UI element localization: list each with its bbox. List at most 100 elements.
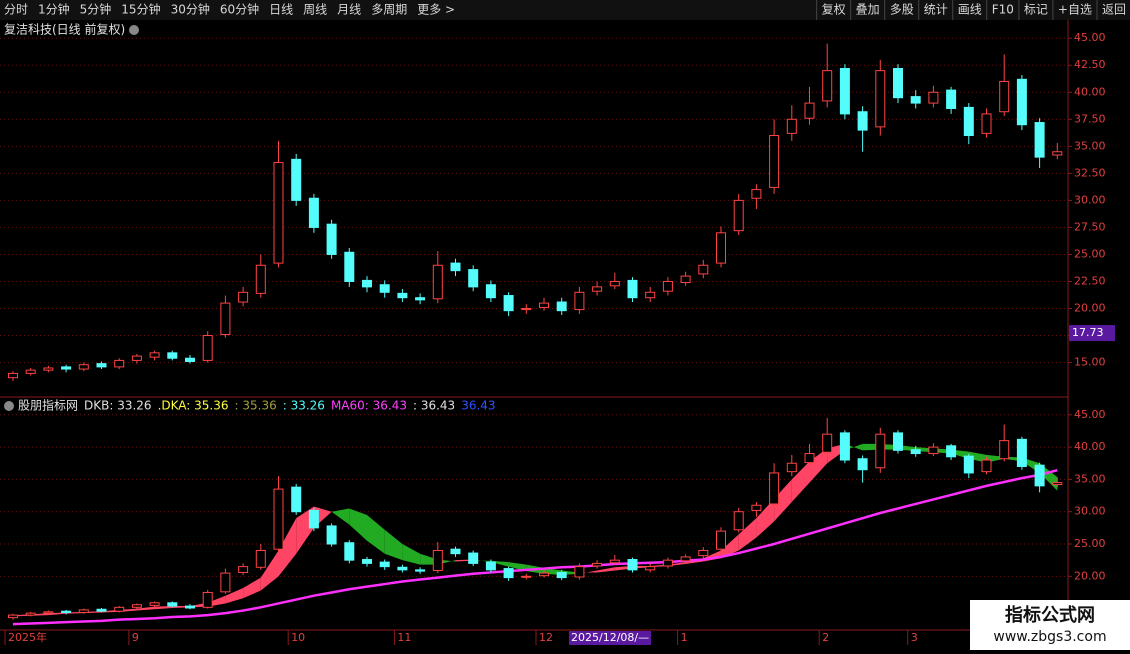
toolbar-button[interactable]: 叠加 bbox=[856, 3, 880, 17]
candle-body bbox=[539, 302, 549, 308]
indicator-band bbox=[508, 562, 527, 572]
candle-body bbox=[185, 357, 195, 362]
candle-body bbox=[1052, 482, 1063, 486]
chart-title: 复洁科技(日线 前复权) bbox=[4, 22, 125, 37]
toolbar-item[interactable]: 分时 bbox=[4, 3, 28, 17]
y-tick-label: 45.00 bbox=[1074, 31, 1106, 44]
toolbar-item[interactable]: 多周期 bbox=[371, 3, 407, 17]
y-tick-label: 40.00 bbox=[1074, 85, 1106, 98]
toolbar bbox=[0, 0, 1130, 20]
candle-body bbox=[875, 433, 886, 469]
cursor-date: 2025/12/08/— bbox=[571, 631, 649, 644]
candle-body bbox=[326, 223, 337, 255]
candle-body bbox=[645, 566, 656, 571]
candle-body bbox=[662, 559, 673, 567]
candle-body bbox=[202, 591, 213, 608]
price-marker-label: 17.73 bbox=[1072, 326, 1104, 339]
candle-body bbox=[1052, 151, 1063, 156]
toolbar-item[interactable]: 周线 bbox=[303, 3, 327, 17]
toolbar-item[interactable]: 月线 bbox=[337, 3, 361, 17]
candle-body bbox=[627, 279, 638, 299]
candle-body bbox=[8, 372, 18, 379]
candle-body bbox=[751, 504, 762, 511]
candle-body bbox=[238, 291, 249, 303]
candle-body bbox=[857, 111, 868, 131]
candle-body bbox=[238, 566, 249, 573]
toolbar-button[interactable]: +自选 bbox=[1058, 3, 1092, 17]
toolbar-item[interactable]: 5分钟 bbox=[80, 2, 112, 17]
indicator-band bbox=[349, 508, 367, 541]
toolbar-button[interactable]: 返回 bbox=[1102, 3, 1126, 17]
y-tick-label: 20.00 bbox=[1074, 569, 1106, 582]
y-tick-label: 30.00 bbox=[1074, 505, 1106, 518]
toolbar-button[interactable]: 复权 bbox=[822, 3, 846, 17]
candle-body bbox=[167, 352, 178, 359]
toolbar-button[interactable]: 标记 bbox=[1024, 3, 1048, 17]
candle-body bbox=[149, 602, 160, 606]
y-tick-label: 25.00 bbox=[1074, 247, 1106, 260]
candle-body bbox=[255, 264, 266, 294]
candle-body bbox=[645, 291, 656, 299]
toolbar-button[interactable]: 统计 bbox=[924, 3, 948, 17]
candle-body bbox=[627, 559, 638, 571]
indicator-band bbox=[136, 606, 155, 611]
indicator-legend: : 35.36 bbox=[235, 399, 277, 413]
x-tick-label: 2 bbox=[822, 631, 829, 644]
candle-body bbox=[432, 549, 443, 572]
candle-body bbox=[96, 363, 107, 368]
dropdown-icon[interactable] bbox=[4, 401, 14, 411]
indicator-band bbox=[260, 550, 279, 591]
candle-body bbox=[185, 605, 195, 609]
price-marker bbox=[1069, 325, 1115, 342]
indicator-legend: : 36.43 bbox=[413, 399, 455, 413]
toolbar-button[interactable]: 画线 bbox=[958, 3, 982, 17]
candle-body bbox=[769, 472, 780, 505]
y-tick-label: 27.50 bbox=[1074, 220, 1106, 233]
toolbar-item[interactable]: 日线 bbox=[269, 3, 293, 17]
candle-body bbox=[344, 251, 355, 282]
candle-body bbox=[25, 612, 36, 616]
indicator-band bbox=[756, 498, 775, 538]
candle-body bbox=[379, 561, 390, 568]
candle-body bbox=[344, 542, 355, 561]
candle-body bbox=[680, 275, 691, 284]
y-tick-label: 37.50 bbox=[1074, 112, 1106, 125]
dropdown-icon[interactable] bbox=[129, 25, 139, 35]
candle-body bbox=[291, 486, 302, 513]
candle-body bbox=[893, 67, 903, 99]
x-tick-label: 11 bbox=[397, 631, 411, 644]
indicator-band bbox=[402, 544, 421, 565]
indicator-band bbox=[384, 529, 403, 561]
x-tick-label: 10 bbox=[291, 631, 305, 644]
watermark-url: www.zbgs3.com bbox=[993, 629, 1106, 645]
indicator-band bbox=[367, 514, 385, 554]
candle-body bbox=[291, 158, 302, 201]
toolbar-button[interactable]: 多股 bbox=[890, 3, 914, 17]
toolbar-item[interactable]: 30分钟 bbox=[171, 2, 210, 17]
y-tick-label: 32.50 bbox=[1074, 166, 1106, 179]
indicator-band bbox=[738, 518, 757, 551]
candle-body bbox=[716, 232, 726, 264]
toolbar-item[interactable]: 60分钟 bbox=[220, 2, 259, 17]
toolbar-item[interactable]: 1分钟 bbox=[38, 2, 70, 17]
indicator-band bbox=[154, 606, 173, 610]
candle-body bbox=[326, 525, 337, 545]
candle-body bbox=[308, 509, 319, 529]
toolbar-item[interactable]: 更多 > bbox=[417, 3, 455, 17]
candle-body bbox=[733, 511, 744, 531]
x-tick-label: 1 bbox=[681, 631, 688, 644]
candle-body bbox=[609, 280, 620, 287]
candle-body bbox=[255, 549, 266, 568]
candle-body bbox=[609, 559, 620, 564]
candle-body bbox=[450, 262, 461, 272]
candle-body bbox=[839, 432, 850, 461]
y-tick-label: 35.00 bbox=[1074, 139, 1106, 152]
toolbar-item[interactable]: 15分钟 bbox=[121, 2, 160, 17]
indicator-legend: MA60: 36.43 bbox=[331, 399, 407, 413]
candle-body bbox=[167, 602, 178, 607]
toolbar-button[interactable]: F10 bbox=[992, 3, 1014, 17]
candle-body bbox=[946, 89, 957, 109]
candle-body bbox=[556, 301, 567, 312]
candle-body bbox=[485, 284, 496, 299]
candle-body bbox=[114, 359, 125, 368]
